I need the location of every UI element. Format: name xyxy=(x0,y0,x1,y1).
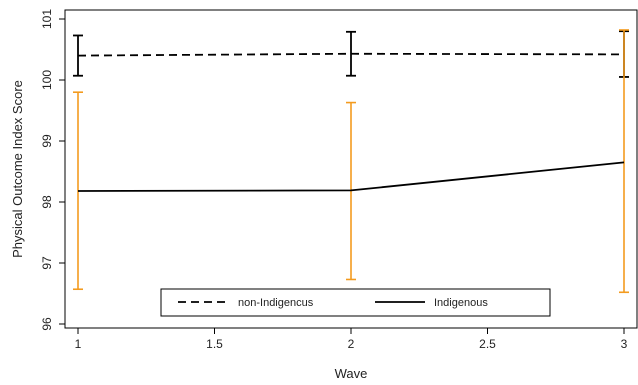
y-tick-label: 98 xyxy=(40,195,54,209)
x-tick-label: 1 xyxy=(75,337,82,351)
series-line-non-indigenous xyxy=(77,52,625,57)
y-axis-ticks: 96 97 98 99 100 101 xyxy=(40,9,65,331)
y-tick-label: 99 xyxy=(40,134,54,148)
y-tick-label: 100 xyxy=(40,70,54,90)
x-tick-label: 1.5 xyxy=(206,337,223,351)
x-axis-ticks: 1 1.5 2 2.5 3 xyxy=(75,328,628,351)
x-axis-title: Wave xyxy=(335,366,368,381)
x-tick-label: 2.5 xyxy=(479,337,496,351)
legend: non-Indigencus Indigenous xyxy=(160,288,551,317)
legend-box xyxy=(160,288,551,317)
series-line-indigenous xyxy=(77,161,625,192)
y-tick-label: 97 xyxy=(40,256,54,270)
series-lines xyxy=(77,52,625,192)
x-tick-label: 2 xyxy=(348,337,355,351)
legend-label-indigenous: Indigenous xyxy=(434,297,488,309)
y-tick-label: 96 xyxy=(40,317,54,331)
y-tick-label: 101 xyxy=(40,9,54,29)
y-axis-title: Physical Outcome Index Score xyxy=(10,80,25,258)
legend-label-non-indigenous: non-Indigencus xyxy=(238,297,314,309)
x-tick-label: 3 xyxy=(621,337,628,351)
